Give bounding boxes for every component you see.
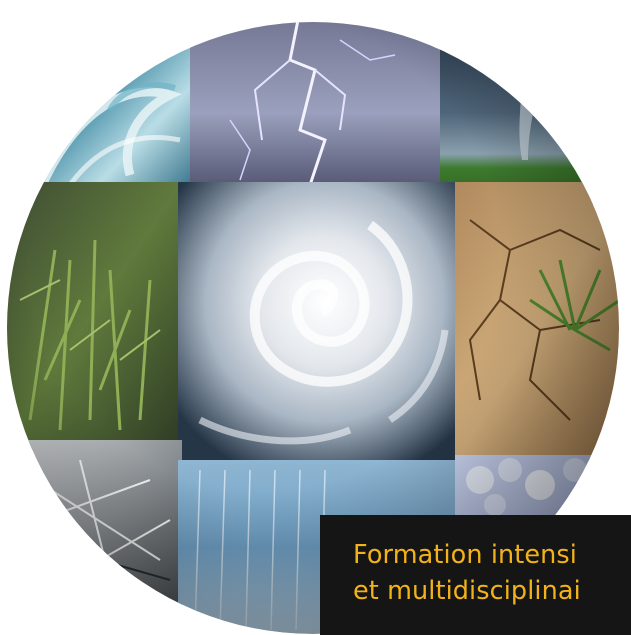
caption-line-1: Formation intensi <box>353 540 577 570</box>
caption-box: Formation intensi et multidisciplinai <box>320 515 631 635</box>
caption-line-2: et multidisciplinai <box>353 576 581 606</box>
